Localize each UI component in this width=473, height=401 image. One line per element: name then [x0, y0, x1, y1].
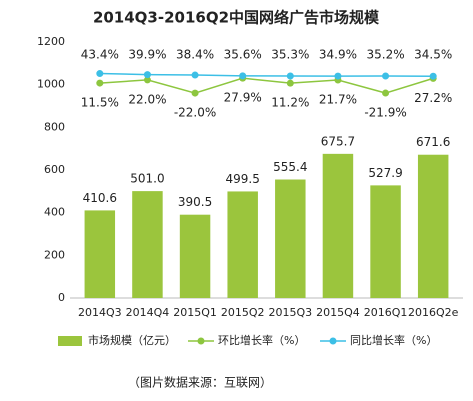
bar — [417, 154, 449, 298]
y-tick-label: 0 — [58, 291, 65, 304]
legend-swatch — [329, 337, 337, 345]
line-value-label: 43.4% — [81, 48, 119, 62]
line-point — [334, 72, 342, 80]
y-tick-label: 1200 — [37, 35, 65, 48]
x-tick-label: 2015Q1 — [173, 306, 217, 319]
line-point — [382, 89, 390, 97]
x-tick-label: 2015Q3 — [268, 306, 312, 319]
line-value-label: 21.7% — [319, 93, 357, 107]
line-point — [96, 70, 104, 78]
line-point — [143, 71, 151, 79]
line-point — [191, 71, 199, 79]
y-tick-label: 800 — [44, 120, 65, 133]
line-value-label: 38.4% — [176, 48, 214, 62]
line-value-label: 35.6% — [224, 48, 262, 62]
y-tick-label: 200 — [44, 248, 65, 261]
line-value-label: 11.5% — [81, 96, 119, 110]
line-point — [382, 72, 390, 80]
line-value-label: 35.2% — [367, 48, 405, 62]
line-value-label: -22.0% — [174, 106, 216, 120]
bar-value-label: 410.6 — [83, 191, 117, 205]
legend-label: 同比增长率（%） — [350, 333, 437, 347]
bar — [275, 179, 306, 298]
bar-value-label: 390.5 — [178, 195, 212, 209]
bar-value-label: 675.7 — [321, 134, 355, 148]
chart-title: 2014Q3-2016Q2中国网络广告市场规模 — [93, 9, 380, 27]
line-point — [286, 72, 294, 80]
bar-value-label: 527.9 — [368, 166, 402, 180]
line-value-label: 22.0% — [128, 92, 166, 106]
line — [99, 72, 434, 77]
bar — [227, 191, 258, 298]
bar — [132, 191, 163, 298]
x-tick-label: 2015Q4 — [316, 306, 360, 319]
x-tick-label: 2016Q2e — [408, 306, 459, 319]
line-value-label: -21.9% — [364, 106, 406, 120]
bar — [179, 214, 211, 298]
line-point — [239, 72, 247, 80]
source: （图片数据来源：互联网） — [128, 375, 272, 390]
bar-value-label: 671.6 — [416, 135, 450, 149]
bar-value-label: 499.5 — [226, 172, 260, 186]
x-tick-label: 2014Q4 — [126, 306, 170, 319]
line-value-label: 27.9% — [224, 91, 262, 105]
line-value-label: 34.9% — [319, 48, 357, 62]
line-point — [286, 79, 294, 87]
line-point — [143, 76, 151, 84]
line — [99, 77, 434, 94]
line-point — [96, 79, 104, 87]
bar-value-label: 555.4 — [273, 160, 307, 174]
y-tick-label: 400 — [44, 206, 65, 219]
y-tick-label: 600 — [44, 163, 65, 176]
line-value-label: 27.2% — [414, 91, 452, 105]
line-value-label: 35.3% — [271, 48, 309, 62]
y-tick-label: 1000 — [37, 78, 65, 91]
line-point — [429, 72, 437, 80]
line-point — [191, 89, 199, 97]
line-value-label: 34.5% — [414, 48, 452, 62]
bar — [322, 153, 354, 298]
line-value-label: 11.2% — [271, 96, 309, 110]
legend-swatch — [197, 337, 205, 345]
legend-label: 市场规模（亿元） — [88, 333, 176, 347]
x-tick-label: 2014Q3 — [78, 306, 122, 319]
legend-swatch — [58, 336, 82, 346]
legend-label: 环比增长率（%） — [218, 333, 305, 347]
line-value-label: 39.9% — [128, 48, 166, 62]
x-tick-label: 2015Q2 — [221, 306, 265, 319]
bar-value-label: 501.0 — [130, 172, 164, 186]
x-tick-label: 2016Q1 — [364, 306, 408, 319]
bar — [370, 185, 401, 298]
bar — [84, 210, 116, 298]
